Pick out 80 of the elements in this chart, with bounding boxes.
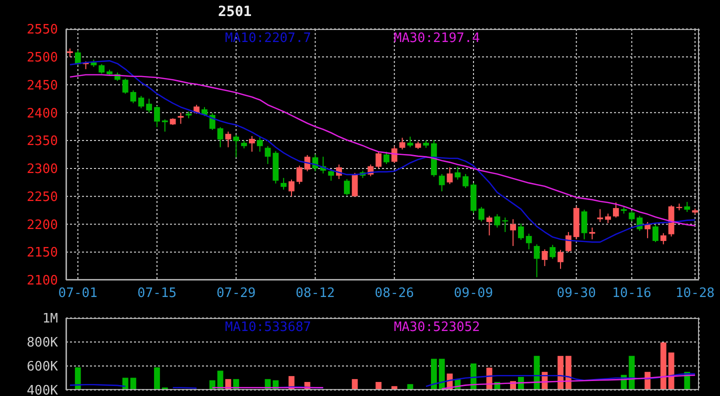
candlestick — [605, 213, 611, 224]
y-tick-label: 2100 — [26, 274, 58, 289]
candlestick — [154, 105, 160, 128]
candlestick — [296, 165, 302, 185]
candlestick — [558, 249, 564, 270]
candlestick — [486, 215, 492, 236]
candlestick — [494, 214, 500, 228]
candlestick — [660, 232, 666, 245]
x-tick-label: 08-26 — [374, 286, 414, 302]
y-tick-label: 2250 — [26, 190, 58, 205]
candlestick — [209, 112, 216, 130]
candlestick — [502, 217, 508, 233]
candlestick — [462, 174, 469, 188]
y-tick-label: 2450 — [26, 78, 58, 94]
candlestick — [510, 218, 516, 246]
candlestick — [146, 98, 152, 114]
candlestick — [98, 64, 105, 74]
y-tick-label: 2150 — [26, 246, 58, 261]
y-tick-label: 2400 — [26, 106, 58, 122]
candlestick — [438, 174, 445, 192]
candlestick — [328, 169, 334, 182]
x-tick-label: 10-16 — [612, 286, 652, 302]
y-tick-label: 400K — [26, 384, 58, 396]
candlestick — [130, 90, 136, 104]
text: MA30:523052 — [394, 320, 480, 335]
y-tick-label: 2350 — [26, 134, 58, 150]
candlestick — [454, 166, 461, 180]
candlestick — [399, 137, 406, 150]
candlestick — [652, 224, 658, 243]
text: MA10:533687 — [225, 320, 312, 335]
y-tick-label: 2300 — [26, 162, 58, 178]
y-tick-label: 2500 — [26, 50, 58, 66]
candlestick — [138, 95, 144, 109]
candlestick — [376, 151, 382, 169]
candlestick — [256, 136, 263, 152]
candlestick — [217, 126, 224, 148]
text: MA30:2197.4 — [394, 31, 480, 46]
candlestick — [384, 151, 390, 164]
candlestick — [550, 244, 556, 260]
candlestick — [407, 136, 414, 148]
y-tick-label: 800K — [26, 336, 58, 351]
x-tick-label: 08-12 — [296, 286, 335, 302]
y-tick-label: 1M — [42, 312, 58, 327]
candlestick — [344, 178, 350, 196]
y-tick-label: 2200 — [26, 218, 58, 233]
candlestick — [628, 210, 635, 222]
x-tick-label: 09-09 — [454, 286, 494, 302]
candlestick — [589, 227, 596, 240]
x-tick-label: 07-15 — [137, 286, 177, 302]
candlestick — [122, 78, 128, 94]
y-tick-label: 2550 — [26, 22, 58, 38]
y-tick-label: 600K — [26, 360, 58, 375]
candlestick — [280, 177, 287, 190]
x-tick-label: 10-28 — [675, 286, 715, 302]
candlestick — [565, 232, 572, 253]
chart-title: 2501 — [218, 4, 252, 20]
candlestick — [162, 118, 168, 132]
candlestick — [478, 206, 484, 222]
x-tick-label: 09-30 — [556, 286, 596, 302]
candlestick — [612, 202, 619, 218]
candlestick — [352, 172, 358, 197]
candlestick — [446, 166, 453, 185]
candlestick — [597, 208, 604, 222]
text: MA10:2207.7 — [225, 31, 312, 46]
candlestick — [225, 131, 232, 148]
candlestick — [233, 134, 240, 158]
candlestick — [304, 154, 310, 172]
candlestick — [518, 223, 524, 240]
candlestick — [581, 209, 588, 240]
candlestick — [684, 201, 690, 212]
candlestick — [391, 146, 398, 164]
candlestick — [248, 136, 255, 152]
line-series — [69, 74, 696, 226]
candlestick — [542, 248, 548, 267]
candlestick — [74, 50, 81, 66]
candlestick — [288, 179, 294, 197]
x-tick-label: 07-29 — [216, 286, 256, 302]
candlestick — [534, 244, 540, 278]
x-tick-label: 07-01 — [58, 286, 98, 302]
candlestick — [526, 233, 532, 250]
